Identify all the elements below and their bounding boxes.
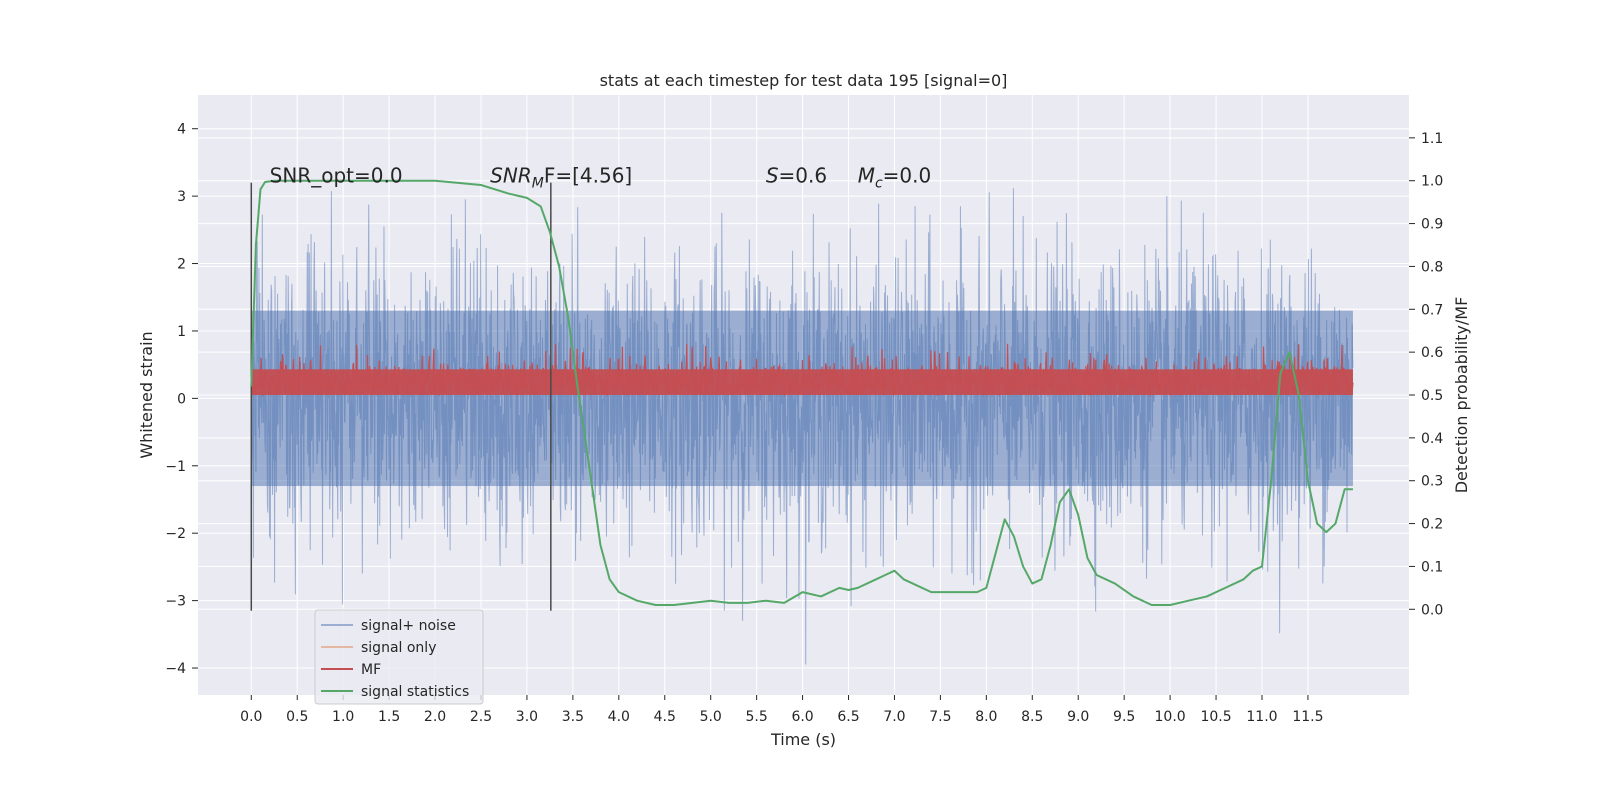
x-tick-label: 4.5	[654, 709, 676, 725]
x-tick-label: 9.0	[1067, 709, 1089, 725]
y-right-tick-label: 0.8	[1421, 259, 1443, 275]
y-right-axis-label: Detection probability/MF	[1452, 297, 1471, 494]
y-right-tick-label: 0.2	[1421, 517, 1443, 533]
y-right-tick-label: 0.5	[1421, 388, 1443, 404]
y-axis-label: Whitened strain	[137, 331, 156, 458]
x-tick-label: 7.5	[929, 709, 951, 725]
y-right-tick-label: 1.0	[1421, 174, 1443, 190]
y-tick-label: −4	[165, 661, 186, 677]
x-tick-label: 8.5	[1021, 709, 1043, 725]
legend-entry-mf: MF	[361, 662, 381, 678]
y-right-tick-label: 0.7	[1421, 302, 1443, 318]
x-tick-label: 0.0	[240, 709, 262, 725]
chart-title: stats at each timestep for test data 195…	[600, 71, 1008, 90]
x-tick-label: 0.5	[286, 709, 308, 725]
x-tick-label: 10.5	[1200, 709, 1231, 725]
series-mf	[250, 343, 1354, 397]
legend-entry-signal-noise: signal+ noise	[361, 618, 456, 634]
y-tick-label: 4	[177, 122, 186, 138]
annotation-0: SNR_opt=0.0	[270, 164, 403, 188]
legend-entry-signal-only: signal only	[361, 640, 436, 656]
annotations: SNR_opt=0.0 SNRMF=[4.56] S=0.6 Mc=0.0	[270, 164, 932, 192]
legend-box	[314, 609, 484, 705]
x-tick-label: 1.0	[332, 709, 354, 725]
vertical-markers	[250, 182, 552, 611]
series-signal-noise	[250, 188, 1354, 665]
x-tick-label: 2.5	[470, 709, 492, 725]
legend: signal+ noise signal only MF signal stat…	[314, 609, 484, 705]
x-tick-label: 1.5	[378, 709, 400, 725]
y-tick-label: −2	[165, 526, 186, 542]
x-tick-label: 6.0	[791, 709, 813, 725]
x-tick-label: 6.5	[837, 709, 859, 725]
legend-entry-signal-statistics: signal statistics	[361, 684, 469, 700]
y-right-tick-label: 1.1	[1421, 131, 1443, 147]
y-right-tick-label: 0.1	[1421, 559, 1443, 575]
y-tick-label: 3	[177, 189, 186, 205]
x-tick-label: 2.0	[424, 709, 446, 725]
x-tick-label: 8.0	[975, 709, 997, 725]
y-right-tick-label: 0.4	[1421, 431, 1443, 447]
x-tick-label: 7.0	[883, 709, 905, 725]
x-tick-label: 10.0	[1155, 709, 1186, 725]
y-right-tick-label: 0.0	[1421, 602, 1443, 618]
y-right-tick-label: 0.9	[1421, 217, 1443, 233]
y-right-tick-label: 0.3	[1421, 474, 1443, 490]
y-tick-label: −3	[165, 594, 186, 610]
x-tick-label: 3.0	[516, 709, 538, 725]
annotation-3: Mc=0.0	[858, 164, 932, 192]
series-signal-statistics	[250, 179, 1353, 606]
x-tick-label: 4.0	[608, 709, 630, 725]
axis-ticks: 0.0 0.5 1.0 1.5 2.0 2.5 3.0 3.5 4.0 4.5 5.0 5.5 6.0 6…	[165, 122, 1443, 725]
x-tick-label: 3.5	[562, 709, 584, 725]
x-tick-label: 11.5	[1292, 709, 1323, 725]
y-tick-label: 2	[177, 257, 186, 273]
y-right-tick-label: 0.6	[1421, 345, 1443, 361]
y-tick-label: −1	[165, 459, 186, 475]
x-tick-label: 5.5	[746, 709, 768, 725]
x-axis-label: Time (s)	[770, 730, 836, 749]
y-tick-label: 0	[177, 391, 186, 407]
x-tick-label: 5.0	[700, 709, 722, 725]
annotation-2: S=0.6	[766, 164, 827, 188]
signal-statistics-line	[250, 179, 1353, 606]
mf-trace	[250, 343, 1354, 397]
x-tick-label: 11.0	[1246, 709, 1277, 725]
y-tick-label: 1	[177, 324, 186, 340]
x-tick-label: 9.5	[1113, 709, 1135, 725]
annotation-1: SNRMF=[4.56]	[490, 164, 632, 192]
